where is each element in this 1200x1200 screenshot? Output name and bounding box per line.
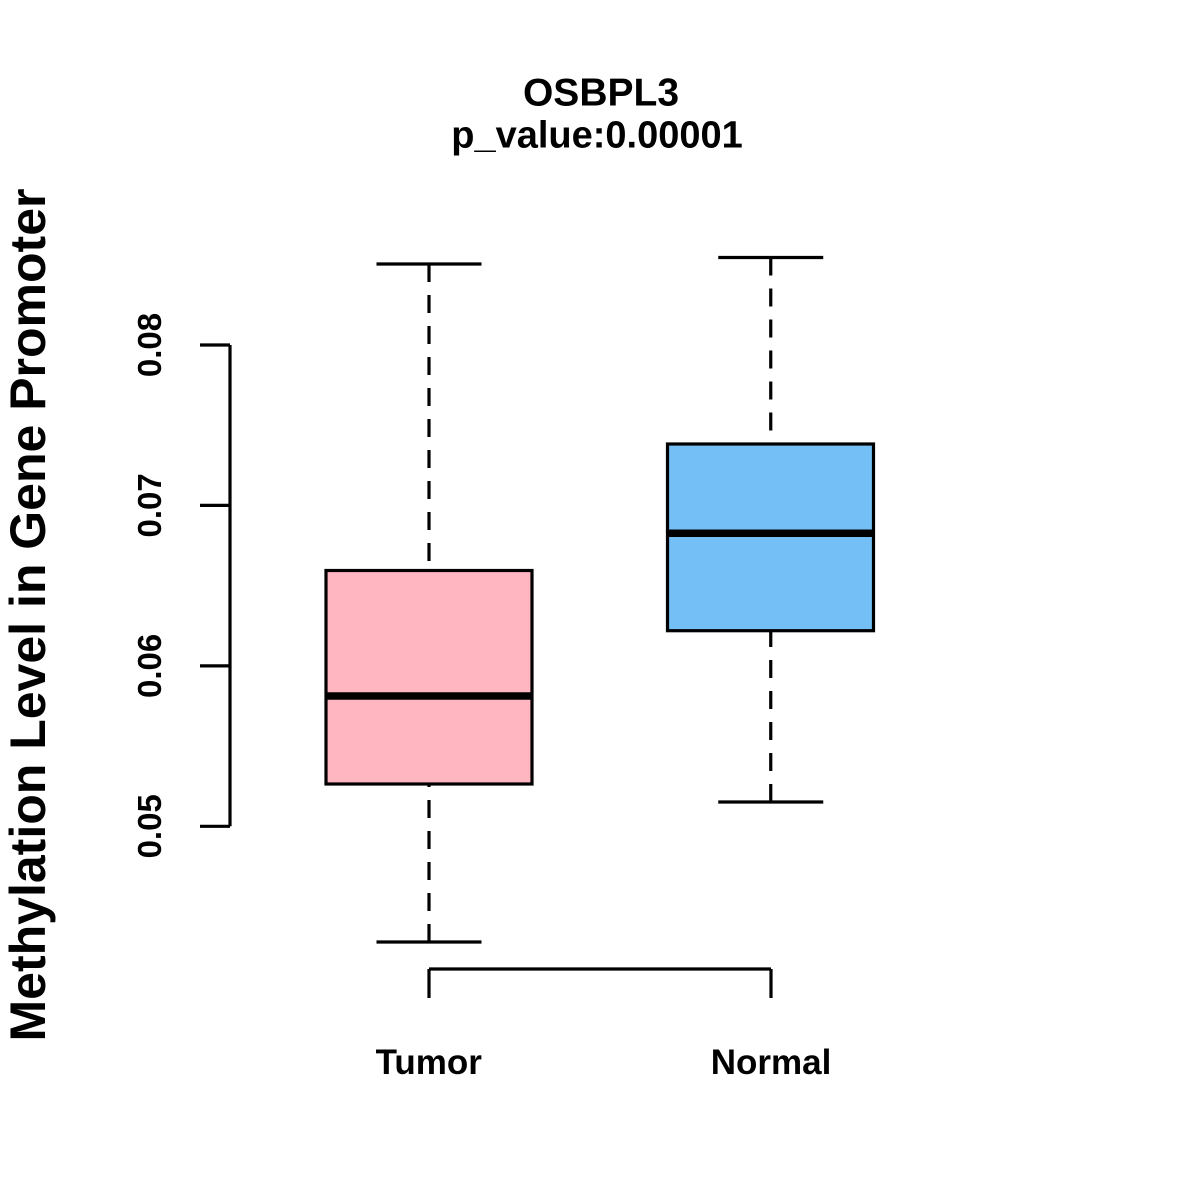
svg-text:Tumor: Tumor (376, 1043, 483, 1082)
svg-text:0.06: 0.06 (131, 634, 168, 698)
svg-text:OSBPL3: OSBPL3 (523, 72, 679, 115)
svg-text:Normal: Normal (711, 1043, 832, 1082)
svg-text:p_value:0.00001: p_value:0.00001 (451, 115, 743, 157)
svg-text:0.08: 0.08 (131, 313, 168, 377)
svg-text:0.07: 0.07 (131, 473, 168, 537)
svg-text:0.05: 0.05 (131, 794, 168, 858)
svg-text:Methylation Level in Gene Prom: Methylation Level in Gene Promoter (0, 189, 56, 1042)
